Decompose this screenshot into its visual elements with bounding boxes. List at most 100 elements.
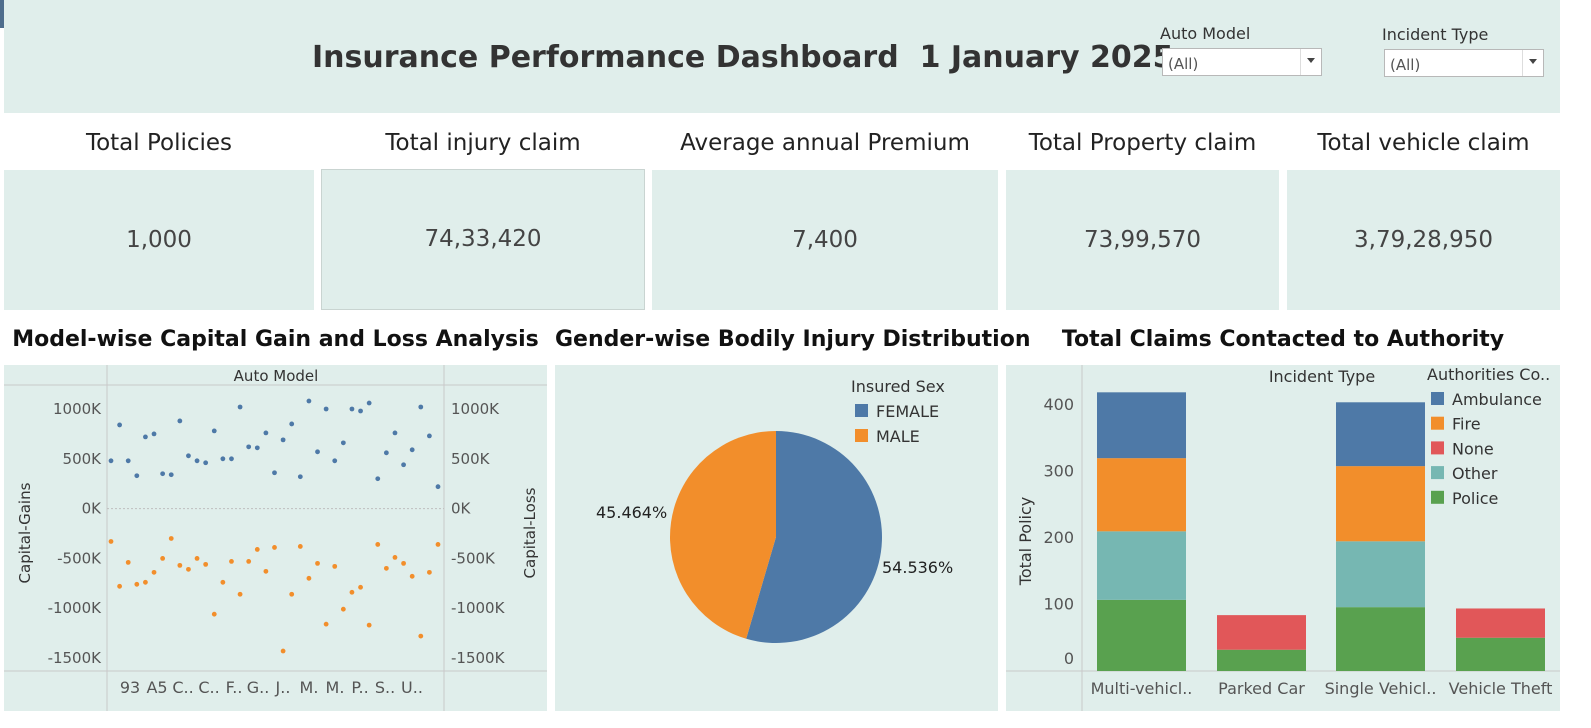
capital-loss-point[interactable] bbox=[306, 575, 312, 581]
bar-segment-police[interactable] bbox=[1097, 599, 1186, 671]
capital-loss-point[interactable] bbox=[151, 569, 157, 575]
capital-loss-point[interactable] bbox=[143, 579, 148, 585]
capital-loss-point[interactable] bbox=[280, 648, 286, 654]
capital-gain-point[interactable] bbox=[151, 431, 157, 437]
capital-loss-point[interactable] bbox=[375, 542, 381, 547]
capital-gain-point[interactable] bbox=[323, 406, 329, 412]
bar-segment-ambulance[interactable] bbox=[1336, 402, 1425, 467]
capital-loss-point[interactable] bbox=[125, 559, 131, 565]
capital-loss-point[interactable] bbox=[203, 561, 209, 567]
legend-label-ambulance[interactable]: Ambulance bbox=[1452, 390, 1542, 409]
capital-loss-point[interactable] bbox=[177, 562, 183, 568]
capital-gain-point[interactable] bbox=[375, 476, 381, 482]
legend-label-police[interactable]: Police bbox=[1452, 489, 1498, 508]
capital-loss-point[interactable] bbox=[315, 560, 320, 566]
capital-loss-point[interactable] bbox=[349, 589, 355, 595]
pie-slice-female[interactable] bbox=[746, 431, 883, 643]
capital-loss-point[interactable] bbox=[272, 545, 277, 550]
capital-gain-point[interactable] bbox=[254, 445, 260, 451]
capital-loss-point[interactable] bbox=[246, 558, 252, 564]
capital-loss-point[interactable] bbox=[160, 556, 166, 561]
capital-loss-point[interactable] bbox=[289, 591, 295, 597]
bar-segment-police[interactable] bbox=[1456, 637, 1545, 671]
capital-gain-point[interactable] bbox=[426, 433, 432, 439]
capital-gain-point[interactable] bbox=[117, 422, 123, 428]
capital-loss-point[interactable] bbox=[418, 633, 424, 639]
capital-loss-point[interactable] bbox=[229, 558, 234, 564]
capital-gain-point[interactable] bbox=[340, 440, 346, 446]
bar-segment-none[interactable] bbox=[1217, 615, 1306, 650]
capital-gain-point[interactable] bbox=[168, 472, 174, 478]
chevron-down-icon[interactable] bbox=[1522, 50, 1543, 76]
capital-gain-point[interactable] bbox=[211, 428, 217, 434]
capital-gain-point[interactable] bbox=[280, 437, 286, 443]
capital-loss-point[interactable] bbox=[134, 581, 140, 587]
legend-label-fire[interactable]: Fire bbox=[1452, 415, 1481, 434]
capital-loss-point[interactable] bbox=[254, 547, 260, 552]
capital-gain-point[interactable] bbox=[366, 400, 372, 406]
capital-loss-point[interactable] bbox=[220, 579, 226, 585]
capital-loss-point[interactable] bbox=[237, 591, 243, 597]
capital-loss-point[interactable] bbox=[168, 536, 174, 541]
capital-loss-point[interactable] bbox=[409, 573, 415, 579]
capital-loss-point[interactable] bbox=[108, 539, 114, 544]
capital-gain-point[interactable] bbox=[160, 471, 166, 477]
bar-segment-ambulance[interactable] bbox=[1097, 392, 1186, 459]
capital-gain-point[interactable] bbox=[229, 456, 234, 462]
capital-gain-point[interactable] bbox=[358, 408, 363, 414]
capital-loss-point[interactable] bbox=[263, 568, 269, 574]
bar-segment-police[interactable] bbox=[1336, 607, 1425, 671]
capital-gain-point[interactable] bbox=[237, 404, 243, 410]
capital-gain-point[interactable] bbox=[246, 444, 252, 450]
capital-loss-point[interactable] bbox=[117, 583, 123, 589]
capital-loss-point[interactable] bbox=[297, 544, 303, 549]
capital-gain-point[interactable] bbox=[401, 462, 406, 468]
capital-gain-point[interactable] bbox=[297, 474, 303, 480]
capital-gain-point[interactable] bbox=[289, 421, 295, 427]
capital-gain-point[interactable] bbox=[177, 418, 183, 424]
bar-segment-other[interactable] bbox=[1336, 541, 1425, 608]
capital-gain-point[interactable] bbox=[272, 470, 277, 476]
capital-loss-point[interactable] bbox=[186, 566, 191, 572]
capital-loss-point[interactable] bbox=[358, 584, 363, 590]
incident-type-dropdown[interactable]: (All) bbox=[1384, 49, 1544, 77]
capital-loss-point[interactable] bbox=[401, 560, 406, 566]
capital-loss-point[interactable] bbox=[426, 569, 432, 575]
capital-loss-point[interactable] bbox=[340, 606, 346, 612]
auto-model-dropdown[interactable]: (All) bbox=[1162, 48, 1322, 76]
capital-loss-point[interactable] bbox=[435, 542, 441, 547]
bar-segment-police[interactable] bbox=[1217, 649, 1306, 671]
legend-label-other[interactable]: Other bbox=[1452, 464, 1498, 483]
capital-gain-point[interactable] bbox=[220, 456, 226, 462]
capital-gain-point[interactable] bbox=[306, 398, 312, 404]
capital-gain-point[interactable] bbox=[263, 430, 269, 436]
capital-gain-point[interactable] bbox=[418, 404, 424, 410]
bar-segment-fire[interactable] bbox=[1336, 466, 1425, 542]
legend-label-male[interactable]: MALE bbox=[876, 427, 920, 446]
pie-slice-male[interactable] bbox=[670, 431, 776, 639]
legend-label-none[interactable]: None bbox=[1452, 439, 1494, 458]
capital-loss-point[interactable] bbox=[366, 622, 372, 628]
capital-gain-point[interactable] bbox=[435, 484, 441, 490]
chevron-down-icon[interactable] bbox=[1300, 49, 1321, 75]
capital-gain-point[interactable] bbox=[108, 458, 114, 464]
capital-gain-point[interactable] bbox=[203, 460, 209, 466]
capital-gain-point[interactable] bbox=[134, 473, 140, 479]
capital-gain-point[interactable] bbox=[383, 450, 389, 456]
capital-gain-point[interactable] bbox=[349, 406, 355, 412]
capital-gain-point[interactable] bbox=[186, 453, 191, 459]
legend-label-female[interactable]: FEMALE bbox=[876, 402, 939, 421]
capital-loss-point[interactable] bbox=[392, 555, 398, 560]
capital-gain-point[interactable] bbox=[409, 447, 415, 453]
capital-gain-point[interactable] bbox=[315, 449, 320, 455]
capital-gain-point[interactable] bbox=[392, 430, 398, 436]
capital-loss-point[interactable] bbox=[211, 611, 217, 617]
bar-segment-other[interactable] bbox=[1097, 531, 1186, 600]
capital-loss-point[interactable] bbox=[383, 565, 389, 571]
capital-gain-point[interactable] bbox=[332, 458, 338, 464]
capital-loss-point[interactable] bbox=[194, 556, 200, 561]
bar-segment-fire[interactable] bbox=[1097, 458, 1186, 532]
capital-gain-point[interactable] bbox=[143, 434, 148, 440]
capital-loss-point[interactable] bbox=[323, 621, 329, 627]
bar-segment-none[interactable] bbox=[1456, 608, 1545, 638]
